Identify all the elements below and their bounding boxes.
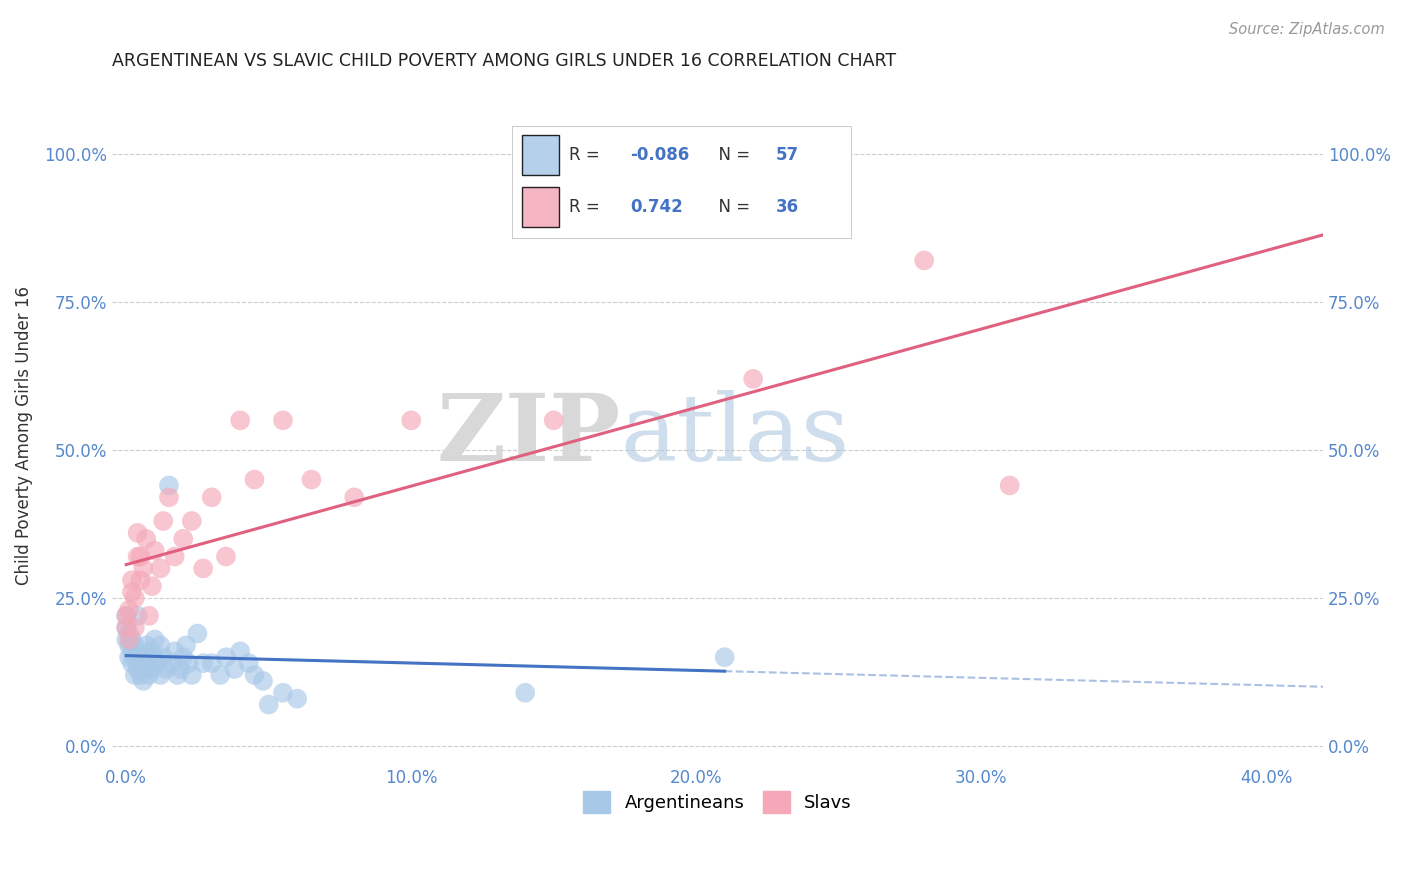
Point bbox=[121, 585, 143, 599]
Point bbox=[224, 662, 246, 676]
Point bbox=[143, 650, 166, 665]
Text: ARGENTINEAN VS SLAVIC CHILD POVERTY AMONG GIRLS UNDER 16 CORRELATION CHART: ARGENTINEAN VS SLAVIC CHILD POVERTY AMON… bbox=[112, 53, 896, 70]
Point bbox=[174, 639, 197, 653]
Point bbox=[172, 650, 194, 665]
Point bbox=[172, 532, 194, 546]
Point bbox=[163, 549, 186, 564]
Point bbox=[152, 514, 174, 528]
Point bbox=[127, 662, 149, 676]
Point bbox=[271, 686, 294, 700]
Point bbox=[186, 626, 208, 640]
Point bbox=[209, 668, 232, 682]
Point bbox=[301, 473, 323, 487]
Point bbox=[215, 549, 238, 564]
Point bbox=[201, 656, 224, 670]
Point bbox=[118, 639, 141, 653]
Point bbox=[121, 644, 143, 658]
Point bbox=[121, 632, 143, 647]
Point bbox=[124, 621, 146, 635]
Point bbox=[129, 656, 152, 670]
Point bbox=[201, 491, 224, 505]
Point bbox=[118, 632, 141, 647]
Point bbox=[118, 603, 141, 617]
Point bbox=[129, 549, 152, 564]
Point bbox=[169, 662, 191, 676]
Point bbox=[115, 608, 138, 623]
Point bbox=[163, 644, 186, 658]
Point bbox=[143, 543, 166, 558]
Point bbox=[155, 662, 177, 676]
Point bbox=[132, 673, 155, 688]
Point bbox=[149, 639, 172, 653]
Point bbox=[115, 621, 138, 635]
Point bbox=[141, 644, 163, 658]
Point bbox=[135, 656, 157, 670]
Legend: Argentineans, Slavs: Argentineans, Slavs bbox=[576, 784, 859, 821]
Text: Source: ZipAtlas.com: Source: ZipAtlas.com bbox=[1229, 22, 1385, 37]
Point bbox=[238, 656, 260, 670]
Point bbox=[152, 650, 174, 665]
Point bbox=[146, 656, 169, 670]
Point bbox=[742, 372, 765, 386]
Point bbox=[180, 668, 202, 682]
Point bbox=[257, 698, 280, 712]
Point bbox=[998, 478, 1021, 492]
Text: atlas: atlas bbox=[620, 390, 849, 480]
Point bbox=[160, 656, 183, 670]
Point bbox=[135, 532, 157, 546]
Point bbox=[115, 608, 138, 623]
Text: ZIP: ZIP bbox=[436, 390, 620, 480]
Point bbox=[121, 656, 143, 670]
Point bbox=[515, 686, 537, 700]
Point bbox=[129, 644, 152, 658]
Point bbox=[129, 573, 152, 587]
Point bbox=[157, 491, 180, 505]
Point bbox=[127, 650, 149, 665]
Point bbox=[141, 579, 163, 593]
Point bbox=[543, 413, 565, 427]
Point bbox=[138, 668, 160, 682]
Point bbox=[118, 650, 141, 665]
Point bbox=[143, 632, 166, 647]
Point bbox=[124, 668, 146, 682]
Point bbox=[243, 668, 266, 682]
Point bbox=[115, 632, 138, 647]
Point bbox=[191, 561, 214, 575]
Point bbox=[132, 561, 155, 575]
Point bbox=[271, 413, 294, 427]
Point bbox=[124, 650, 146, 665]
Point bbox=[713, 650, 735, 665]
Point bbox=[180, 514, 202, 528]
Point bbox=[243, 473, 266, 487]
Point bbox=[229, 644, 252, 658]
Y-axis label: Child Poverty Among Girls Under 16: Child Poverty Among Girls Under 16 bbox=[15, 285, 32, 584]
Point bbox=[138, 608, 160, 623]
Point bbox=[252, 673, 274, 688]
Point bbox=[141, 662, 163, 676]
Point bbox=[127, 549, 149, 564]
Point bbox=[157, 478, 180, 492]
Point bbox=[149, 668, 172, 682]
Point bbox=[124, 591, 146, 605]
Point bbox=[138, 650, 160, 665]
Point bbox=[132, 662, 155, 676]
Point bbox=[127, 608, 149, 623]
Point bbox=[124, 639, 146, 653]
Point bbox=[215, 650, 238, 665]
Point bbox=[285, 691, 308, 706]
Point bbox=[149, 561, 172, 575]
Point bbox=[399, 413, 422, 427]
Point bbox=[129, 668, 152, 682]
Point bbox=[115, 621, 138, 635]
Point bbox=[127, 525, 149, 540]
Point bbox=[343, 491, 366, 505]
Point bbox=[912, 253, 935, 268]
Point bbox=[166, 668, 188, 682]
Point bbox=[135, 639, 157, 653]
Point bbox=[191, 656, 214, 670]
Point bbox=[229, 413, 252, 427]
Point bbox=[121, 573, 143, 587]
Point bbox=[118, 626, 141, 640]
Point bbox=[177, 656, 200, 670]
